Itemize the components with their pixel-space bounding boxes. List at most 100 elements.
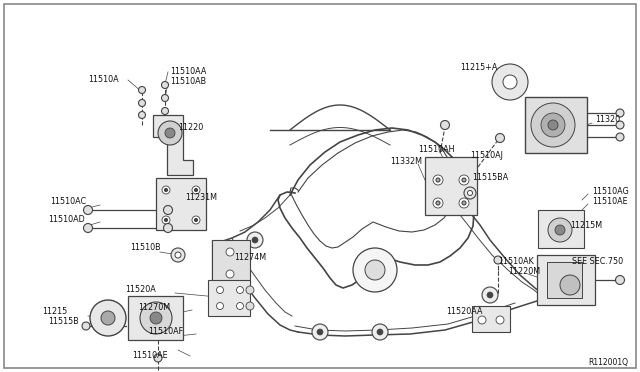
Text: 11320: 11320 — [595, 115, 620, 125]
Polygon shape — [153, 115, 193, 175]
Text: 11510AE: 11510AE — [592, 198, 628, 206]
Circle shape — [175, 252, 181, 258]
Circle shape — [459, 198, 469, 208]
Text: 11510AC: 11510AC — [50, 198, 86, 206]
Circle shape — [161, 94, 168, 102]
Circle shape — [487, 292, 493, 298]
Text: 11510AE: 11510AE — [132, 350, 168, 359]
Text: 11231M: 11231M — [185, 193, 217, 202]
Circle shape — [440, 121, 449, 129]
Circle shape — [83, 205, 93, 215]
Circle shape — [616, 121, 624, 129]
Circle shape — [496, 316, 504, 324]
Bar — [472, 306, 510, 332]
Circle shape — [226, 248, 234, 256]
Bar — [156, 178, 206, 230]
Circle shape — [317, 329, 323, 335]
Text: 11515B: 11515B — [48, 317, 79, 327]
Circle shape — [252, 237, 258, 243]
Bar — [525, 97, 587, 153]
Text: 11510AH: 11510AH — [418, 145, 454, 154]
Circle shape — [246, 286, 254, 294]
Circle shape — [164, 218, 168, 221]
Bar — [537, 255, 595, 305]
Text: 11220M: 11220M — [508, 267, 540, 276]
Circle shape — [312, 324, 328, 340]
Circle shape — [495, 134, 504, 142]
Text: 11274M: 11274M — [234, 253, 266, 262]
Text: 11520AA: 11520AA — [446, 308, 483, 317]
Circle shape — [462, 178, 466, 182]
Circle shape — [548, 120, 558, 130]
Text: 11510AB: 11510AB — [170, 77, 206, 87]
Text: 11510A: 11510A — [88, 76, 118, 84]
Circle shape — [162, 216, 170, 224]
Text: 11510AD: 11510AD — [48, 215, 84, 224]
Text: R112001Q: R112001Q — [588, 357, 628, 366]
Circle shape — [531, 103, 575, 147]
Circle shape — [161, 108, 168, 115]
Circle shape — [482, 287, 498, 303]
Circle shape — [165, 128, 175, 138]
Circle shape — [560, 275, 580, 295]
Circle shape — [237, 286, 243, 294]
Circle shape — [436, 201, 440, 205]
Circle shape — [140, 302, 172, 334]
Bar — [208, 280, 250, 316]
Circle shape — [503, 75, 517, 89]
Text: 11515BA: 11515BA — [472, 173, 508, 183]
Circle shape — [162, 186, 170, 194]
Circle shape — [154, 354, 162, 362]
Circle shape — [247, 232, 263, 248]
Circle shape — [459, 175, 469, 185]
Text: 11520A: 11520A — [125, 285, 156, 295]
Circle shape — [464, 187, 476, 199]
Circle shape — [216, 302, 223, 310]
Text: 11215+A: 11215+A — [460, 64, 497, 73]
Text: 11215M: 11215M — [570, 221, 602, 230]
Text: 11270M: 11270M — [138, 304, 170, 312]
Circle shape — [372, 324, 388, 340]
Text: 11332M: 11332M — [390, 157, 422, 167]
Circle shape — [353, 248, 397, 292]
Circle shape — [90, 300, 126, 336]
Circle shape — [478, 316, 486, 324]
Circle shape — [377, 329, 383, 335]
Circle shape — [467, 190, 472, 196]
Circle shape — [163, 224, 173, 232]
Text: 11510AF: 11510AF — [148, 327, 183, 337]
Circle shape — [150, 312, 162, 324]
Circle shape — [164, 189, 168, 192]
Circle shape — [216, 286, 223, 294]
Circle shape — [138, 87, 145, 93]
Circle shape — [158, 121, 182, 145]
Bar — [547, 262, 582, 298]
Bar — [128, 296, 183, 340]
Text: 11510AG: 11510AG — [592, 187, 628, 196]
Circle shape — [83, 224, 93, 232]
Circle shape — [555, 225, 565, 235]
Circle shape — [616, 276, 625, 285]
Circle shape — [192, 186, 200, 194]
Text: SEE SEC.750: SEE SEC.750 — [572, 257, 623, 266]
Text: 11510AK: 11510AK — [498, 257, 534, 266]
Circle shape — [541, 113, 565, 137]
Text: 11220: 11220 — [178, 124, 204, 132]
Circle shape — [433, 198, 443, 208]
Circle shape — [101, 311, 115, 325]
Circle shape — [616, 133, 624, 141]
Circle shape — [171, 248, 185, 262]
Circle shape — [616, 109, 624, 117]
Circle shape — [365, 260, 385, 280]
Circle shape — [138, 99, 145, 106]
Circle shape — [161, 81, 168, 89]
Text: 11215: 11215 — [42, 308, 67, 317]
Circle shape — [192, 216, 200, 224]
Circle shape — [436, 178, 440, 182]
Circle shape — [82, 322, 90, 330]
Circle shape — [195, 189, 198, 192]
Text: 11510B: 11510B — [130, 244, 161, 253]
Circle shape — [237, 302, 243, 310]
Circle shape — [462, 201, 466, 205]
Bar — [538, 210, 584, 248]
